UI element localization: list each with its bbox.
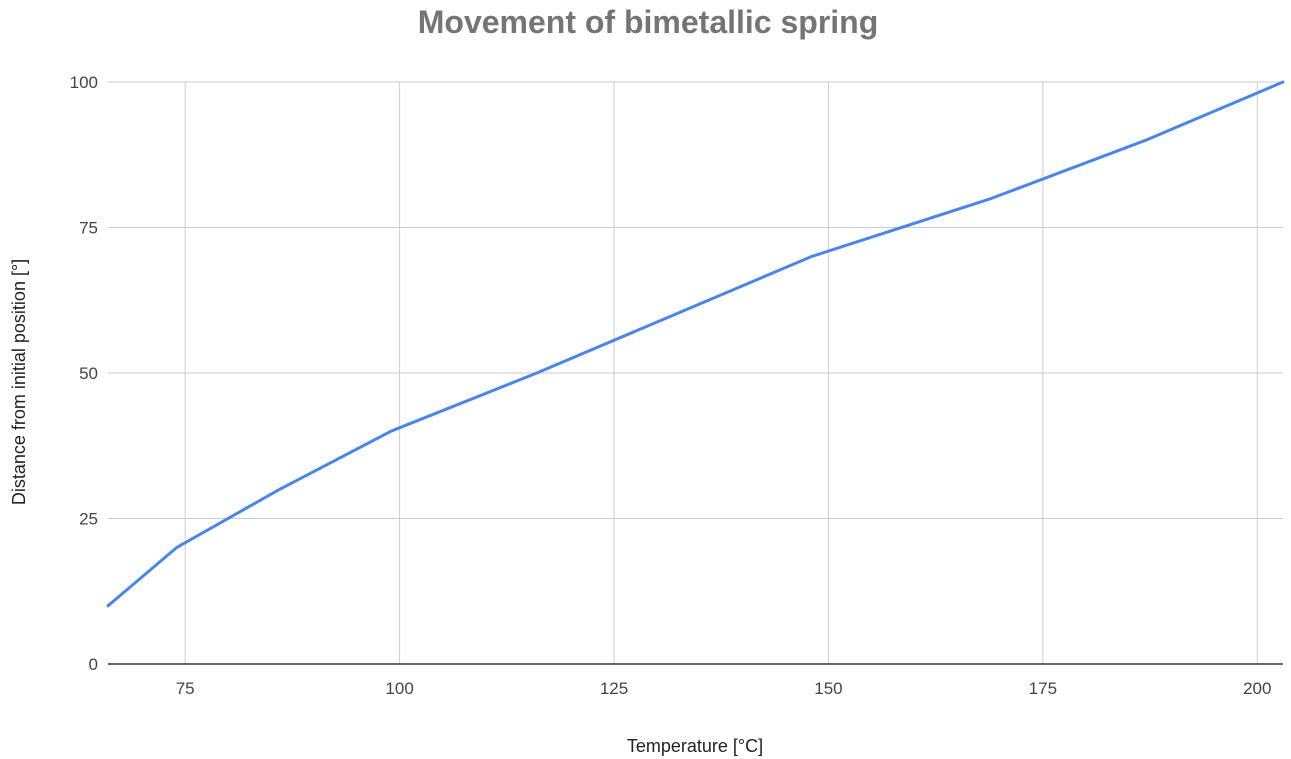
y-tick-label: 50 <box>79 364 98 383</box>
chart-title: Movement of bimetallic spring <box>418 4 879 40</box>
x-axis-ticks: 75 100 125 150 175 200 <box>176 679 1272 698</box>
x-tick-label: 125 <box>600 679 628 698</box>
x-axis-title: Temperature [°C] <box>627 736 763 756</box>
series-layer <box>106 80 1285 608</box>
y-axis-ticks: 0 25 50 75 100 <box>70 73 98 674</box>
series-line-1 <box>106 80 1285 608</box>
x-tick-label: 200 <box>1243 679 1271 698</box>
x-tick-label: 175 <box>1029 679 1057 698</box>
y-tick-label: 100 <box>70 73 98 92</box>
x-tick-label: 100 <box>385 679 413 698</box>
y-axis-title: Distance from initial position [°] <box>9 259 29 505</box>
y-tick-label: 25 <box>79 510 98 529</box>
grid-lines <box>108 81 1283 664</box>
x-tick-label: 75 <box>176 679 195 698</box>
y-tick-label: 0 <box>89 655 98 674</box>
y-tick-label: 75 <box>79 219 98 238</box>
x-tick-label: 150 <box>814 679 842 698</box>
